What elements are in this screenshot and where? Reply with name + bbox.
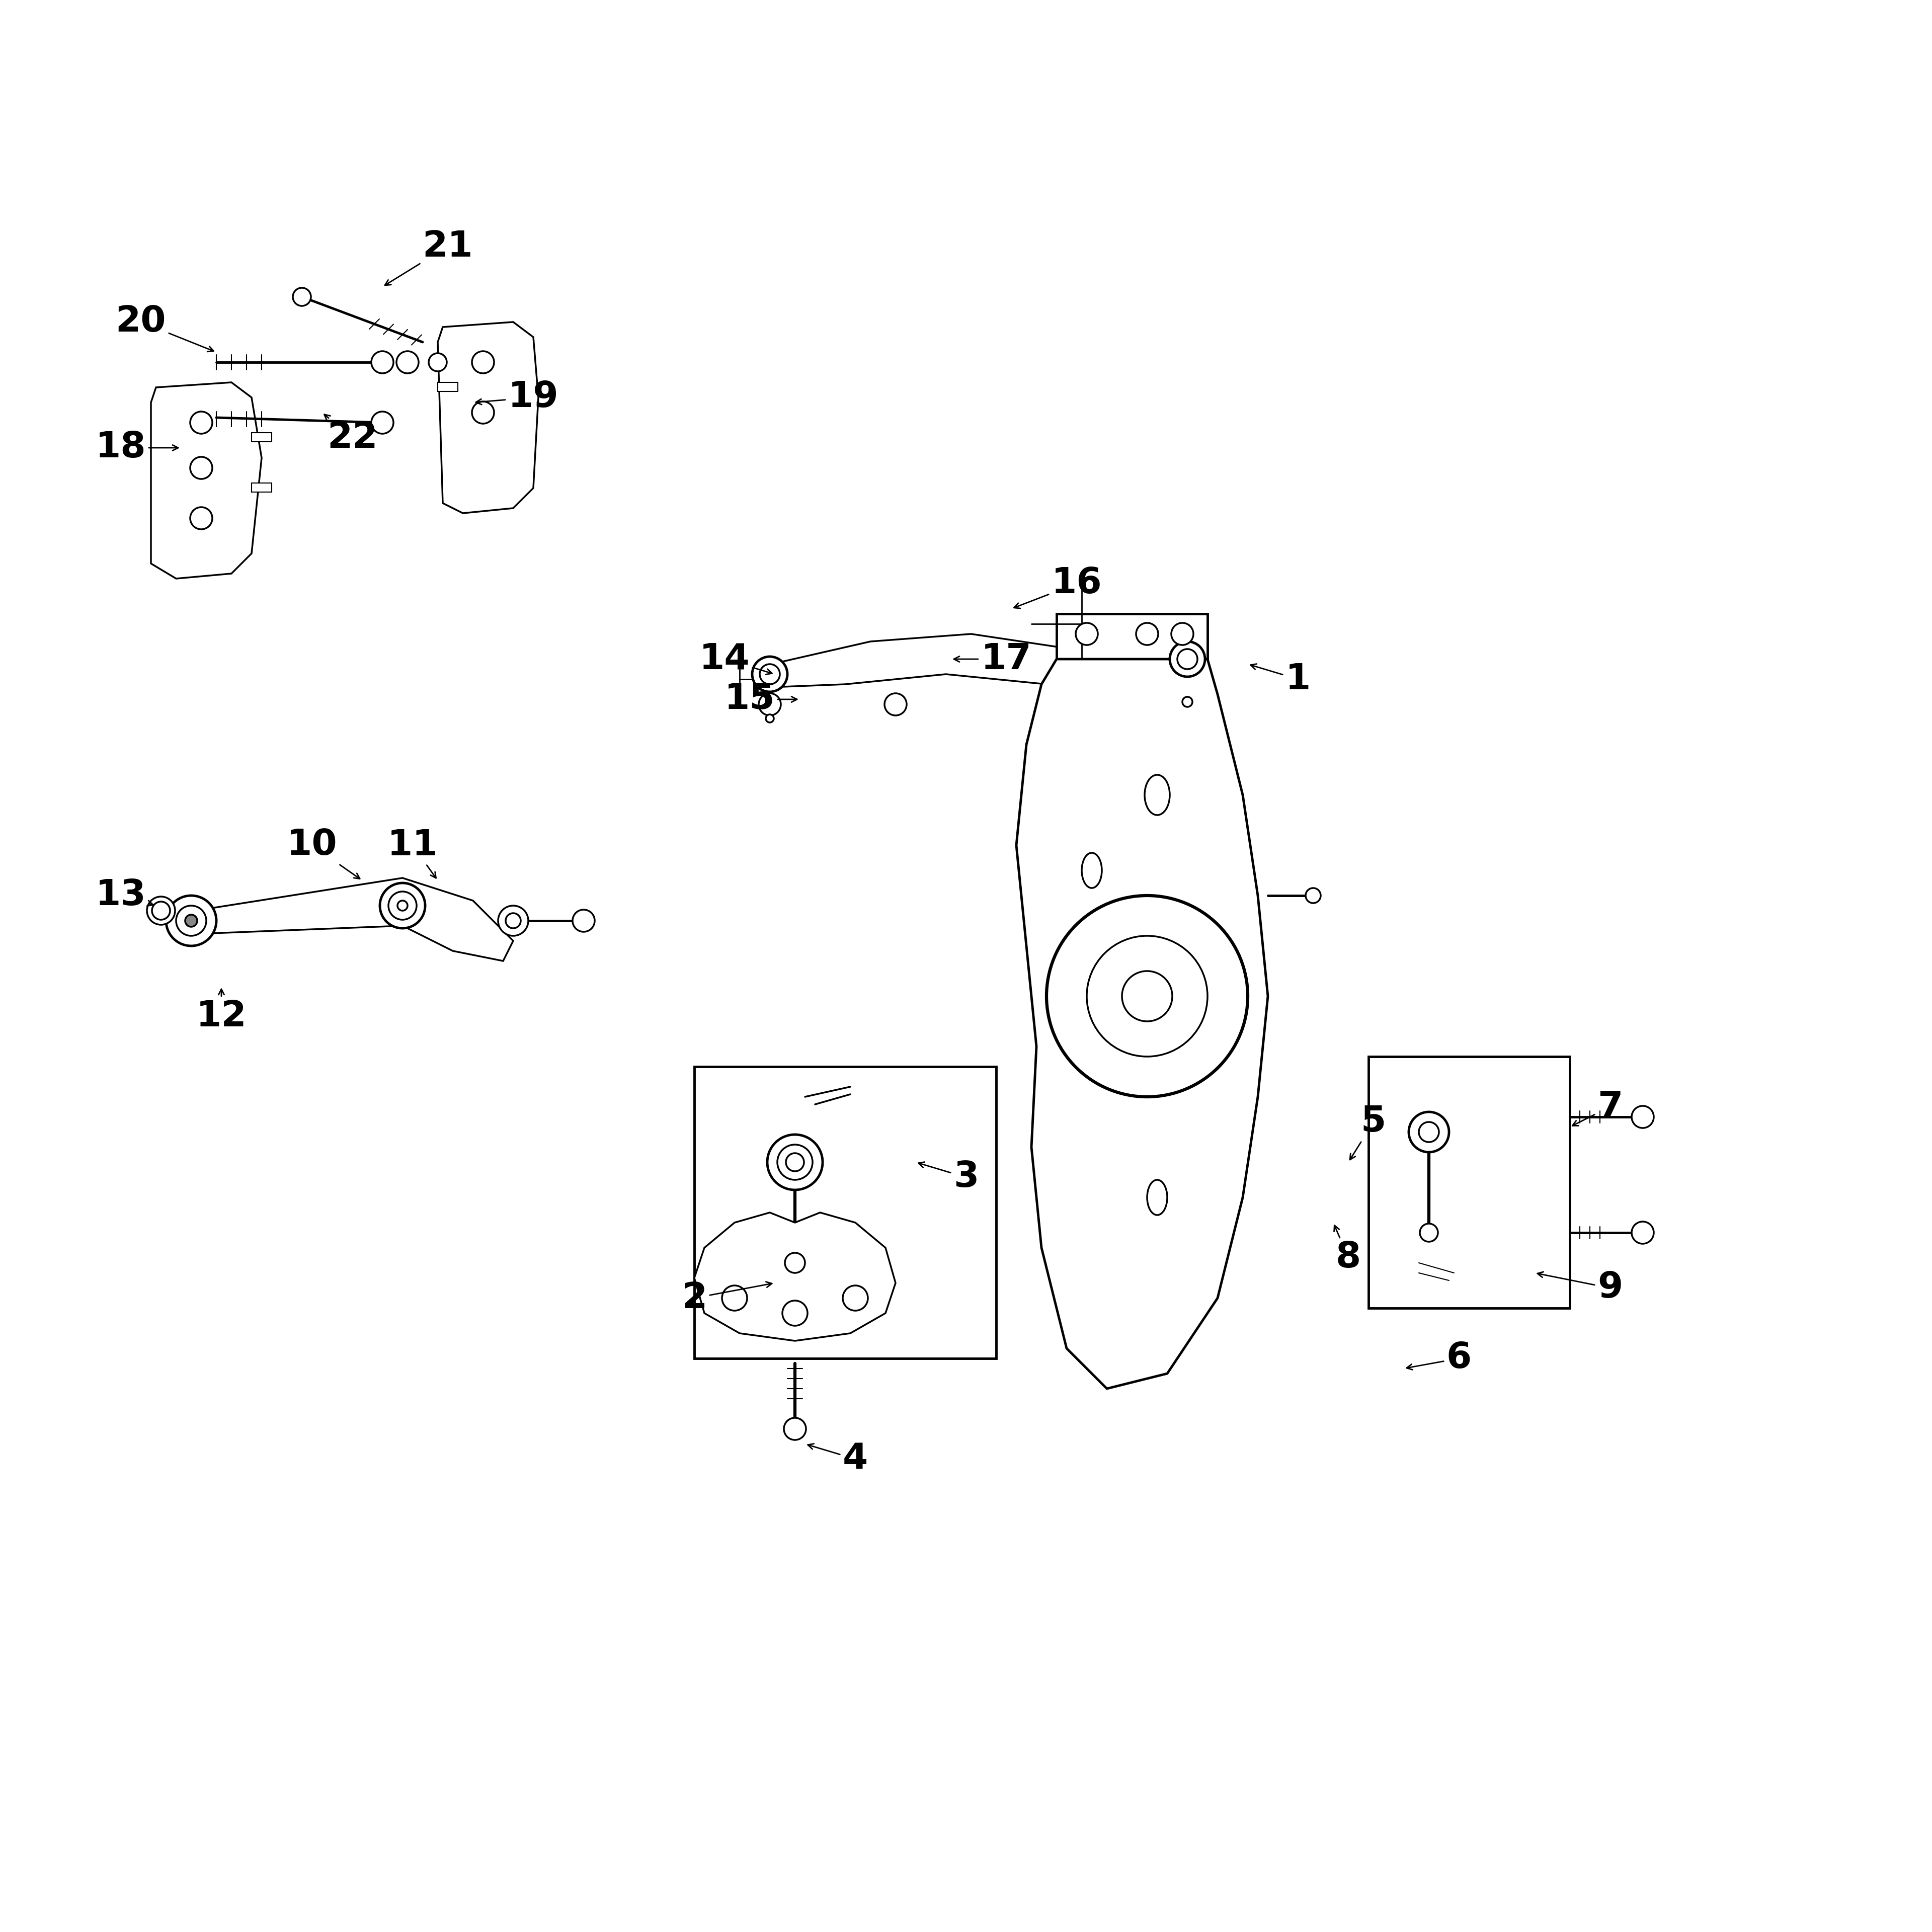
Circle shape xyxy=(371,412,394,433)
Circle shape xyxy=(1086,935,1208,1057)
Circle shape xyxy=(381,883,425,927)
Text: 4: 4 xyxy=(808,1441,867,1476)
Circle shape xyxy=(471,402,495,423)
Circle shape xyxy=(1171,622,1194,645)
Bar xyxy=(1368,1057,1569,1308)
Text: 18: 18 xyxy=(95,431,178,466)
Bar xyxy=(439,383,458,392)
Polygon shape xyxy=(151,383,261,578)
Circle shape xyxy=(784,1418,806,1439)
Ellipse shape xyxy=(1144,775,1169,815)
Circle shape xyxy=(1047,896,1248,1097)
Circle shape xyxy=(784,1252,806,1273)
Circle shape xyxy=(1136,622,1157,645)
Bar xyxy=(694,1066,997,1358)
Text: 2: 2 xyxy=(682,1281,773,1316)
Circle shape xyxy=(189,456,213,479)
Circle shape xyxy=(777,1144,813,1180)
Circle shape xyxy=(429,354,446,371)
Circle shape xyxy=(1182,697,1192,707)
Circle shape xyxy=(471,352,495,373)
Text: 21: 21 xyxy=(384,230,473,286)
Text: 12: 12 xyxy=(195,989,247,1034)
Circle shape xyxy=(1306,889,1321,902)
Text: 11: 11 xyxy=(386,829,439,877)
Circle shape xyxy=(388,891,417,920)
Circle shape xyxy=(189,506,213,529)
Circle shape xyxy=(506,914,522,927)
Circle shape xyxy=(498,906,527,935)
Circle shape xyxy=(371,352,394,373)
Bar xyxy=(251,483,272,493)
Ellipse shape xyxy=(1082,852,1101,889)
Circle shape xyxy=(1177,649,1198,668)
Text: 15: 15 xyxy=(725,682,798,717)
Text: 7: 7 xyxy=(1573,1090,1623,1126)
Polygon shape xyxy=(782,634,1182,705)
Circle shape xyxy=(1633,1105,1654,1128)
Text: 17: 17 xyxy=(954,641,1032,676)
Text: 10: 10 xyxy=(286,829,359,879)
Ellipse shape xyxy=(1148,1180,1167,1215)
Circle shape xyxy=(1076,622,1097,645)
Text: 13: 13 xyxy=(95,879,153,914)
Text: 5: 5 xyxy=(1350,1105,1385,1159)
Circle shape xyxy=(185,914,197,927)
Circle shape xyxy=(189,412,213,433)
Polygon shape xyxy=(439,323,539,514)
Circle shape xyxy=(396,352,419,373)
Text: 14: 14 xyxy=(699,641,773,676)
Bar xyxy=(251,433,272,442)
Text: 16: 16 xyxy=(1014,566,1101,609)
Circle shape xyxy=(782,1300,808,1325)
Circle shape xyxy=(786,1153,804,1171)
Text: 9: 9 xyxy=(1538,1271,1623,1306)
Text: 6: 6 xyxy=(1406,1341,1472,1376)
Circle shape xyxy=(842,1285,867,1310)
Text: 3: 3 xyxy=(918,1159,980,1194)
Circle shape xyxy=(885,694,906,715)
Circle shape xyxy=(767,1134,823,1190)
Text: 20: 20 xyxy=(116,305,214,352)
Circle shape xyxy=(1633,1221,1654,1244)
Bar xyxy=(1057,614,1208,659)
Text: 8: 8 xyxy=(1335,1225,1360,1275)
Circle shape xyxy=(572,910,595,931)
Circle shape xyxy=(759,665,781,684)
Circle shape xyxy=(1418,1122,1439,1142)
Polygon shape xyxy=(694,1213,896,1341)
Circle shape xyxy=(294,288,311,305)
Circle shape xyxy=(1122,972,1173,1022)
Circle shape xyxy=(723,1285,748,1310)
Circle shape xyxy=(166,896,216,947)
Circle shape xyxy=(176,906,207,935)
Circle shape xyxy=(1420,1223,1437,1242)
Circle shape xyxy=(752,657,788,692)
Circle shape xyxy=(147,896,176,925)
Circle shape xyxy=(1169,641,1206,676)
Circle shape xyxy=(765,715,775,723)
Text: 19: 19 xyxy=(475,381,558,415)
Circle shape xyxy=(398,900,408,910)
Text: 22: 22 xyxy=(325,415,377,456)
Circle shape xyxy=(153,902,170,920)
Polygon shape xyxy=(211,877,514,960)
Circle shape xyxy=(759,694,781,715)
Polygon shape xyxy=(1016,659,1267,1389)
Text: 1: 1 xyxy=(1250,663,1310,697)
Circle shape xyxy=(1408,1113,1449,1151)
